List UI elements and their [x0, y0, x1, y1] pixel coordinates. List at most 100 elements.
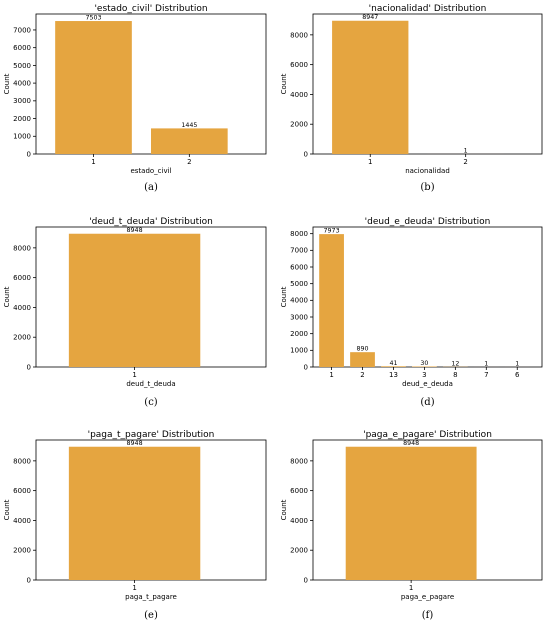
y-tick-label: 2000	[290, 121, 308, 129]
y-tick-label: 4000	[13, 304, 31, 312]
y-tick-label: 0	[27, 363, 31, 371]
chart-panel-1: 'estado_civil' Distribution 0 1000 2000 3000…	[3, 4, 267, 193]
x-tick-label: 1	[132, 371, 136, 379]
data-label: 8947	[362, 14, 378, 21]
y-tick-label: 0	[304, 363, 308, 371]
data-label: 8948	[127, 227, 143, 234]
y-tick-label: 8000	[290, 457, 308, 465]
x-tick-label: 1	[329, 371, 333, 379]
bar	[319, 234, 344, 367]
y-axis-label: Count	[280, 499, 288, 520]
y-tick-label: 4000	[290, 297, 308, 305]
y-tick-label: 6000	[290, 263, 308, 271]
x-tick-label: 1	[132, 584, 136, 592]
y-tick-label: 2000	[13, 334, 31, 342]
x-axis-label: deud_t_deuda	[126, 380, 175, 388]
bar	[68, 233, 201, 367]
chart-title: 'deud_t_deuda' Distribution	[89, 217, 213, 227]
data-label: 890	[356, 346, 368, 353]
y-tick-label: 8000	[290, 31, 308, 39]
y-tick-label: 6000	[290, 487, 308, 495]
bar	[332, 20, 409, 154]
panel-caption: (b)	[420, 182, 434, 193]
data-label: 1	[515, 360, 519, 367]
chart-panel-5: 'paga_t_pagare' Distribution 0 2000 4000 600…	[3, 430, 267, 621]
panel-caption: (a)	[144, 182, 158, 193]
x-tick-label: 2	[463, 158, 467, 166]
x-tick-label: 8	[453, 371, 457, 379]
chart-title: 'paga_t_pagare' Distribution	[88, 430, 215, 440]
y-tick-label: 6000	[13, 274, 31, 282]
chart-title: 'deud_e_deuda' Distribution	[365, 217, 491, 227]
y-axis-label: Count	[280, 73, 288, 94]
chart-panel-2: 'nacionalidad' Distribution 0 2000 4000 6000…	[280, 4, 543, 193]
panel-caption: (e)	[144, 610, 158, 621]
panel-caption: (d)	[420, 397, 434, 408]
x-tick-label: 3	[422, 371, 426, 379]
y-axis-label: Count	[3, 286, 11, 307]
y-tick-label: 0	[304, 150, 308, 158]
y-tick-label: 8000	[13, 244, 31, 252]
y-tick-label: 2000	[290, 547, 308, 555]
data-label: 12	[451, 360, 459, 367]
y-tick-label: 6000	[13, 487, 31, 495]
y-tick-label: 5000	[290, 280, 308, 288]
y-tick-label: 4000	[290, 517, 308, 525]
x-tick-label: 13	[389, 371, 398, 379]
data-label: 1445	[181, 122, 197, 129]
x-tick-label: 7	[484, 371, 488, 379]
y-tick-label: 0	[27, 150, 31, 158]
y-tick-label: 8000	[290, 230, 308, 238]
y-tick-label: 3000	[290, 313, 308, 321]
x-tick-label: 2	[187, 158, 191, 166]
data-label: 30	[420, 360, 428, 367]
y-tick-label: 6000	[290, 61, 308, 69]
chart-title: 'paga_e_pagare' Distribution	[363, 430, 492, 440]
y-axis-label: Count	[3, 499, 11, 520]
y-tick-label: 3000	[13, 97, 31, 105]
y-tick-label: 7000	[13, 26, 31, 34]
y-tick-label: 8000	[13, 457, 31, 465]
data-label: 1	[464, 147, 468, 154]
data-label: 8948	[403, 440, 419, 447]
y-tick-label: 2000	[13, 547, 31, 555]
y-tick-label: 6000	[13, 44, 31, 52]
axes-frame	[312, 226, 543, 368]
y-tick-label: 2000	[290, 330, 308, 338]
panel-caption: (c)	[144, 397, 158, 408]
y-tick-label: 4000	[13, 517, 31, 525]
data-label: 7973	[324, 228, 340, 235]
x-axis-label: paga_e_pagare	[401, 593, 454, 601]
y-tick-label: 0	[27, 576, 31, 584]
y-tick-label: 1000	[290, 347, 308, 355]
y-tick-label: 1000	[13, 133, 31, 141]
y-tick-label: 7000	[290, 247, 308, 255]
x-axis-label: nacionalidad	[405, 167, 450, 175]
bar	[350, 352, 375, 367]
panel-caption: (f)	[422, 610, 434, 621]
bar	[151, 128, 228, 154]
x-axis-label: deud_e_deuda	[402, 380, 453, 388]
x-axis-label: estado_civil	[130, 167, 171, 175]
x-tick-label: 1	[91, 158, 95, 166]
bar	[68, 446, 201, 580]
data-label: 8948	[127, 440, 143, 447]
data-label: 1	[484, 360, 488, 367]
y-tick-label: 4000	[13, 80, 31, 88]
chart-title: 'estado_civil' Distribution	[94, 4, 207, 14]
bar	[55, 21, 132, 154]
y-tick-label: 2000	[13, 115, 31, 123]
chart-panel-6: 'paga_e_pagare' Distribution 0 2000 4000 600…	[280, 430, 543, 621]
y-tick-label: 4000	[290, 91, 308, 99]
y-tick-label: 5000	[13, 62, 31, 70]
bar	[345, 446, 477, 580]
x-tick-label: 2	[360, 371, 364, 379]
data-label: 7503	[85, 15, 101, 22]
x-tick-label: 1	[409, 584, 413, 592]
data-label: 41	[389, 360, 397, 367]
x-tick-label: 1	[368, 158, 372, 166]
bar	[381, 366, 406, 367]
x-tick-label: 6	[515, 371, 520, 379]
x-axis-label: paga_t_pagare	[125, 593, 177, 601]
